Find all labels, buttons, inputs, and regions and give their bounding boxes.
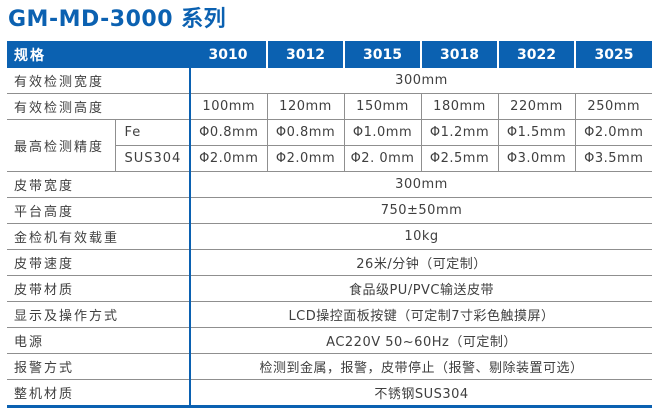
spec-value: Φ2.0mm [266, 145, 344, 172]
spec-value: 250mm [574, 93, 652, 120]
model-column-header-3012: 3012 [266, 41, 344, 68]
spec-row-label: 整机材质 [7, 379, 190, 407]
row-detect-width: 有效检测宽度 300mm [7, 68, 652, 94]
spec-column-header: 规格 [7, 41, 190, 68]
model-column-header-3018: 3018 [420, 41, 498, 68]
row-load-capacity: 金检机有效载重 10kg [7, 223, 652, 250]
row-belt-speed: 皮带速度 26米/分钟（可定制） [7, 249, 652, 276]
model-column-header-3015: 3015 [343, 41, 421, 68]
row-alarm-mode: 报警方式 检测到金属，报警，皮带停止（报警、剔除装置可选） [7, 353, 652, 380]
spec-value: Φ2.0mm [574, 119, 652, 146]
spec-value: 120mm [266, 93, 344, 120]
spec-value: 300mm [189, 171, 652, 198]
spec-value: Φ0.8mm [266, 119, 344, 146]
spec-value: Φ3.5mm [574, 145, 652, 172]
spec-value: 150mm [343, 93, 421, 120]
spec-value: Φ1.2mm [420, 119, 498, 146]
spec-row-label: 报警方式 [7, 353, 190, 380]
spec-row-label: 电源 [7, 327, 190, 354]
row-detect-height: 有效检测高度 100mm 120mm 150mm 180mm 220mm 250… [7, 93, 652, 120]
row-display-operation: 显示及操作方式 LCD操控面板按键（可定制7寸彩色触摸屏） [7, 301, 652, 328]
spec-row-label: 最高检测精度 [7, 119, 115, 172]
spec-row-label: 有效检测高度 [7, 93, 190, 120]
header-row: 规格 3010 3012 3015 3018 3022 3025 [7, 41, 652, 68]
spec-value: AC220V 50~60Hz（可定制） [189, 327, 652, 354]
spec-table: 规格 3010 3012 3015 3018 3022 3025 有效检测宽度 … [7, 41, 652, 408]
spec-row-label: 皮带速度 [7, 249, 190, 276]
spec-row-label: 显示及操作方式 [7, 301, 190, 328]
spec-value: Φ3.0mm [497, 145, 575, 172]
model-column-header-3022: 3022 [497, 41, 575, 68]
row-platform-height: 平台高度 750±50mm [7, 197, 652, 224]
model-column-header-3010: 3010 [190, 41, 267, 68]
spec-sub-label: SUS304 [114, 145, 190, 172]
spec-sub-label: Fe [114, 119, 190, 146]
spec-row-label: 皮带宽度 [7, 171, 190, 198]
spec-value: 不锈钢SUS304 [189, 379, 652, 407]
spec-row-label: 金检机有效载重 [7, 223, 190, 250]
spec-value: 检测到金属，报警，皮带停止（报警、剔除装置可选） [189, 353, 652, 380]
spec-value: Φ1.5mm [497, 119, 575, 146]
model-column-header-3025: 3025 [574, 41, 652, 68]
spec-value: Φ1.0mm [343, 119, 421, 146]
row-precision-fe: 最高检测精度 Fe Φ0.8mm Φ0.8mm Φ1.0mm Φ1.2mm Φ1… [7, 119, 652, 172]
spec-value: Φ2.5mm [420, 145, 498, 172]
spec-table-header: 规格 3010 3012 3015 3018 3022 3025 [7, 41, 652, 68]
spec-value: Φ2. 0mm [343, 145, 421, 172]
spec-value: Φ2.0mm [189, 145, 267, 172]
spec-value: 10kg [189, 223, 652, 250]
spec-value: 100mm [189, 93, 267, 120]
row-machine-material: 整机材质 不锈钢SUS304 [7, 379, 652, 407]
spec-row-label: 平台高度 [7, 197, 190, 224]
spec-value: 750±50mm [189, 197, 652, 224]
row-belt-width: 皮带宽度 300mm [7, 171, 652, 198]
spec-value: LCD操控面板按键（可定制7寸彩色触摸屏） [189, 301, 652, 328]
spec-row-label: 皮带材质 [7, 275, 190, 302]
row-power-supply: 电源 AC220V 50~60Hz（可定制） [7, 327, 652, 354]
spec-value: 220mm [497, 93, 575, 120]
spec-value: Φ0.8mm [189, 119, 267, 146]
spec-value: 300mm [189, 68, 652, 94]
row-precision-sus304: SUS304 Φ2.0mm Φ2.0mm Φ2. 0mm Φ2.5mm Φ3.0… [7, 145, 652, 172]
row-belt-material: 皮带材质 食品级PU/PVC输送皮带 [7, 275, 652, 302]
spec-value: 26米/分钟（可定制） [189, 249, 652, 276]
spec-row-label: 有效检测宽度 [14, 75, 105, 90]
page-title: GM-MD-3000 系列 [8, 7, 227, 32]
spec-value: 食品级PU/PVC输送皮带 [189, 275, 652, 302]
spec-value: 180mm [420, 93, 498, 120]
